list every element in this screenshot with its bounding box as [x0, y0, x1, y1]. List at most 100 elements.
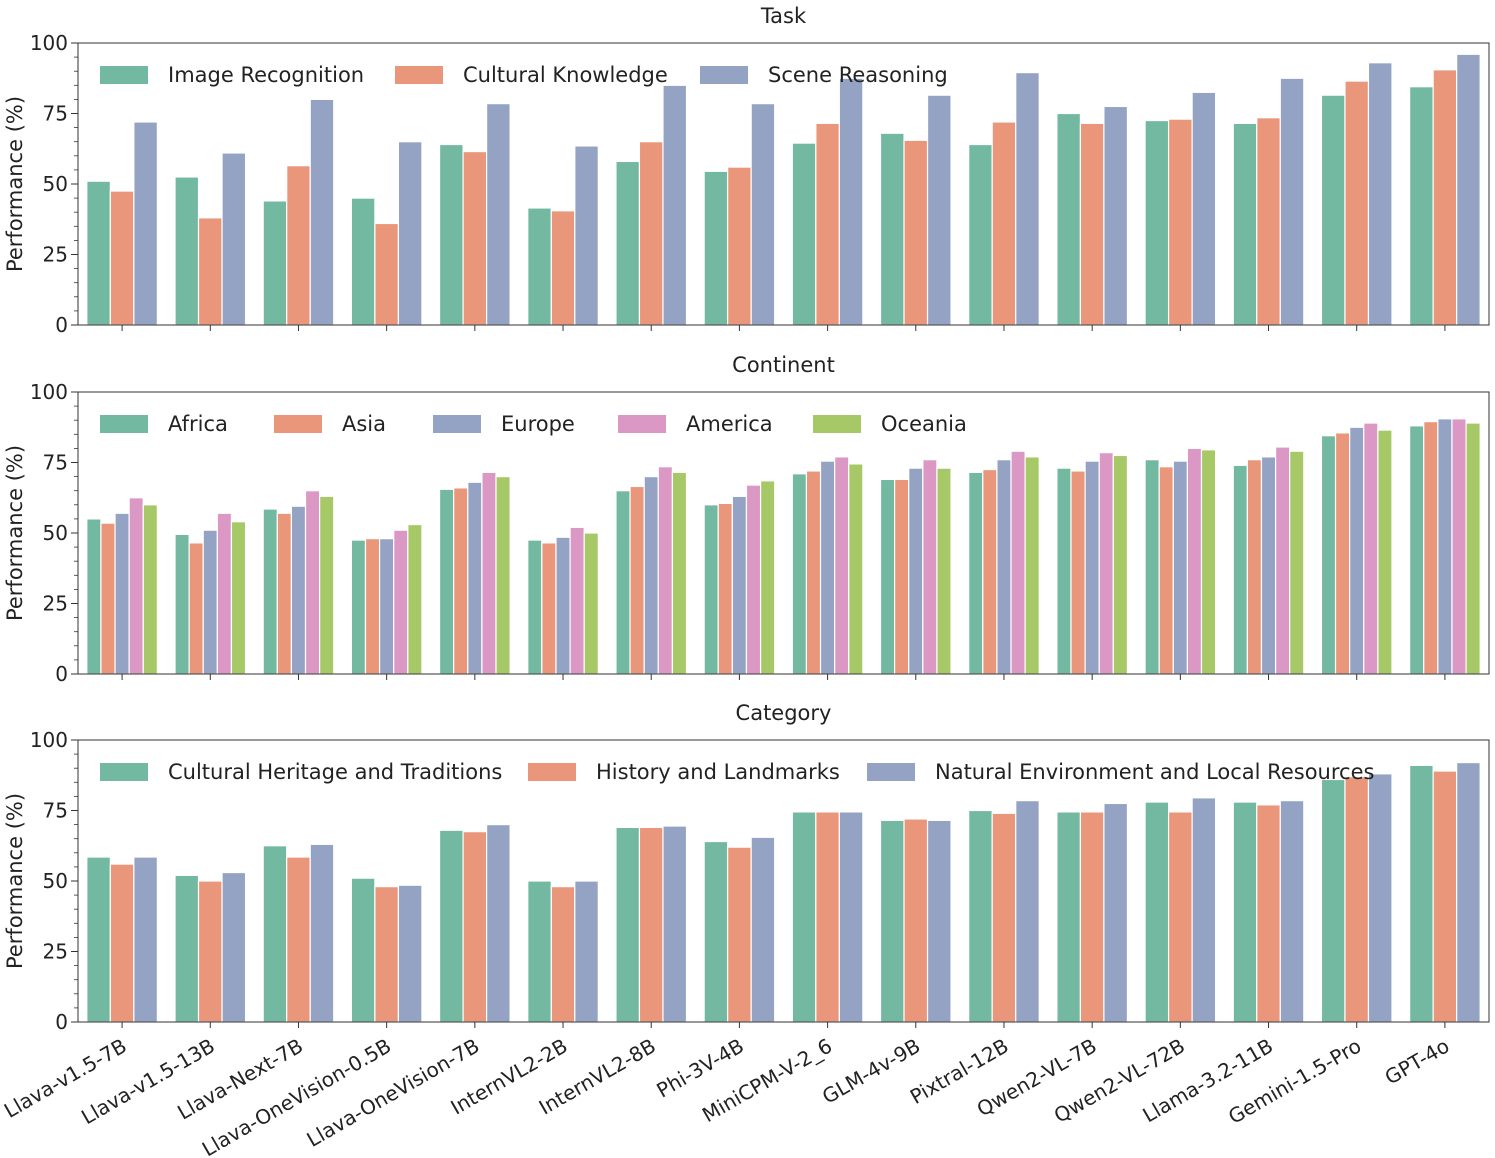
legend-label: Oceania [881, 412, 967, 436]
bar-natural-environment-and-local-resources [1279, 800, 1305, 1023]
legend-swatch [813, 415, 861, 433]
bar-europe [908, 467, 924, 675]
bar-cultural-heritage-and-traditions [1232, 801, 1258, 1023]
bar-asia [100, 522, 116, 675]
bar-europe [379, 538, 395, 675]
y-tick-label: 25 [43, 940, 68, 964]
legend-label: Europe [501, 412, 575, 436]
bar-america [1010, 450, 1026, 675]
bar-oceania [759, 480, 776, 675]
bar-america [657, 466, 673, 675]
legend-swatch [100, 415, 148, 433]
bar-image-recognition [1409, 86, 1434, 326]
bar-cultural-knowledge [638, 141, 664, 326]
bar-cultural-knowledge [1079, 122, 1105, 326]
y-axis-label: Performance (%) [3, 793, 27, 969]
bar-asia [453, 487, 469, 675]
bar-oceania [1377, 429, 1393, 675]
y-tick-label: 75 [43, 102, 68, 126]
y-tick-label: 25 [43, 592, 68, 616]
bar-history-and-landmarks [550, 886, 576, 1023]
bar-africa [527, 539, 543, 675]
legend-swatch [274, 415, 322, 433]
bar-scene-reasoning [1015, 72, 1040, 326]
bar-cultural-knowledge [727, 166, 752, 326]
bar-america [1098, 452, 1114, 675]
legend-swatch [395, 66, 443, 84]
panel-category: Category Performance (%) 0 25 50 75 100 Cultura… [0, 701, 1490, 1158]
bar-america [1451, 418, 1467, 675]
y-tick-label: 100 [30, 31, 68, 55]
bar-scene-reasoning [1191, 91, 1217, 326]
bar-oceania [319, 495, 335, 675]
bar-scene-reasoning [1367, 62, 1393, 326]
bar-natural-environment-and-local-resources [662, 825, 688, 1023]
bar-cultural-heritage-and-traditions [527, 880, 552, 1023]
bar-cultural-knowledge [903, 139, 929, 326]
panel-title: Continent [732, 353, 835, 377]
bar-asia [1070, 470, 1086, 675]
bar-history-and-landmarks [903, 818, 929, 1023]
legend-label: Cultural Knowledge [463, 63, 668, 87]
bar-africa [1232, 464, 1248, 675]
bar-america [1274, 446, 1291, 675]
bar-america [834, 456, 850, 675]
bar-oceania [142, 504, 158, 675]
bar-america [393, 529, 409, 675]
bar-europe [1084, 460, 1100, 675]
bar-history-and-landmarks [374, 886, 400, 1023]
x-tick-label: GLM-4v-9B [818, 1034, 924, 1109]
bar-cultural-heritage-and-traditions [1144, 801, 1170, 1023]
bar-cultural-heritage-and-traditions [262, 845, 288, 1023]
panel-title: Category [736, 701, 832, 725]
bar-natural-environment-and-local-resources [221, 871, 247, 1023]
panel-continent: Continent Performance (%) 0 25 50 75 100 Africa… [3, 353, 1490, 686]
bar-africa [174, 533, 190, 675]
bar-asia [1246, 459, 1263, 675]
bar-europe [290, 505, 307, 675]
bar-asia [1158, 466, 1174, 675]
bar-africa [1056, 467, 1072, 675]
bar-europe [114, 512, 130, 675]
bar-africa [968, 471, 984, 675]
y-tick-label: 25 [43, 243, 68, 267]
plot-frame [77, 391, 1490, 675]
bar-image-recognition [968, 143, 993, 326]
bar-america [922, 459, 938, 675]
bar-asia [276, 512, 293, 675]
bar-america [481, 471, 497, 675]
bar-image-recognition [615, 160, 641, 326]
bar-asia [364, 538, 381, 675]
x-tick-label: GPT-4o [1381, 1034, 1454, 1090]
y-tick-label: 50 [43, 869, 68, 893]
bar-cultural-knowledge [462, 150, 488, 326]
bar-asia [982, 468, 998, 675]
legend-label: America [686, 412, 773, 436]
bar-image-recognition [703, 170, 729, 326]
bar-oceania [1112, 454, 1129, 675]
y-tick-label: 100 [30, 728, 68, 752]
bar-image-recognition [1320, 94, 1346, 326]
bar-natural-environment-and-local-resources [486, 823, 511, 1023]
bar-history-and-landmarks [462, 831, 488, 1023]
bar-cultural-heritage-and-traditions [615, 826, 641, 1023]
bar-image-recognition [791, 142, 817, 326]
bar-scene-reasoning [662, 84, 688, 326]
bar-europe [1260, 456, 1277, 675]
bar-history-and-landmarks [638, 826, 664, 1023]
bar-natural-environment-and-local-resources [926, 819, 952, 1023]
legend-swatch [528, 763, 576, 781]
bar-image-recognition [174, 176, 200, 326]
bar-natural-environment-and-local-resources [1456, 761, 1481, 1023]
bar-scene-reasoning [1279, 77, 1305, 326]
bar-natural-environment-and-local-resources [1103, 802, 1129, 1023]
bar-natural-environment-and-local-resources [1367, 773, 1393, 1023]
bar-asia [629, 485, 645, 675]
bar-cultural-knowledge [197, 217, 223, 326]
bar-cultural-heritage-and-traditions [1409, 764, 1434, 1023]
legend-label: Image Recognition [168, 63, 364, 87]
bar-america [745, 484, 762, 675]
bar-history-and-landmarks [1079, 811, 1105, 1023]
legend-swatch [618, 415, 666, 433]
bar-europe [467, 481, 483, 675]
